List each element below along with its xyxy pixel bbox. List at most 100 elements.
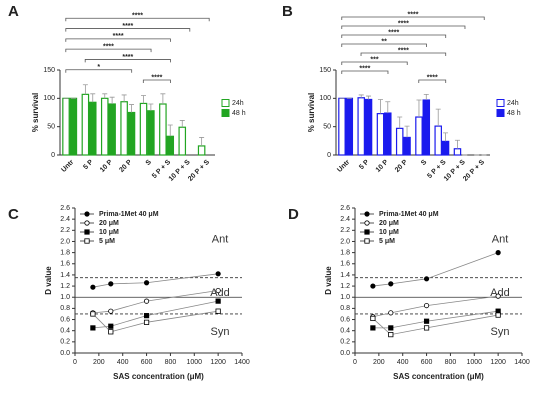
marker [423, 276, 430, 282]
legend-label: Prima-1Met 40 μM [379, 211, 439, 218]
y-tick-label: 2.2 [60, 227, 70, 234]
marker [388, 281, 394, 287]
marker [423, 325, 430, 331]
bar [415, 116, 423, 156]
y-tick-label: 2.6 [340, 205, 350, 212]
bar [197, 145, 206, 156]
bar [434, 125, 442, 156]
y-tick-label: 2.0 [340, 238, 350, 245]
bar [147, 110, 155, 156]
y-tick-label: 2.4 [340, 216, 350, 223]
legend-marker [364, 229, 370, 235]
y-tick-label: 0.8 [340, 305, 350, 312]
marker [108, 281, 114, 287]
significance-bracket [341, 25, 466, 29]
legend-label: Prima-1Met 40 μM [99, 211, 159, 218]
marker [370, 325, 376, 331]
x-tick-label: 400 [397, 359, 409, 366]
x-tick-label: 1000 [466, 359, 482, 366]
significance-label: **** [388, 29, 399, 36]
significance-bracket [65, 38, 171, 42]
y-tick-label: 50 [323, 124, 331, 131]
legend-label: 48 h [232, 110, 246, 117]
x-tick-label: 400 [117, 359, 129, 366]
bar [422, 99, 431, 156]
series-line [372, 252, 499, 287]
y-tick-label: 2.2 [340, 227, 350, 234]
significance-label: **** [103, 43, 114, 50]
region-label: Ant [212, 234, 229, 246]
y-tick-label: 0.8 [60, 305, 70, 312]
significance-label: * [97, 64, 100, 71]
x-tick-label: 0 [73, 359, 77, 366]
y-tick-label: 1.8 [340, 249, 350, 256]
significance-label: **** [151, 74, 162, 81]
bar [139, 102, 148, 156]
marker [388, 331, 394, 338]
significance-label: **** [427, 74, 438, 81]
y-tick-label: 100 [319, 95, 331, 102]
y-tick-label: 100 [43, 95, 55, 102]
error-bar [90, 93, 96, 103]
series-line [372, 310, 499, 329]
x-tick-label: 1400 [514, 359, 530, 366]
bar [338, 97, 346, 156]
x-axis-title: SAS concentration (μM) [113, 372, 204, 381]
x-tick-label: 20 P + S [187, 159, 211, 183]
series-line [372, 314, 499, 336]
marker [90, 284, 96, 290]
significance-bracket [65, 28, 191, 32]
x-tick-label: 1200 [490, 359, 506, 366]
y-axis-title: % survival [307, 93, 316, 133]
y-tick-label: 0.6 [60, 316, 70, 323]
panel-label: A [8, 3, 19, 20]
marker [388, 310, 394, 316]
significance-label: **** [122, 54, 133, 61]
y-tick-label: 50 [47, 124, 55, 131]
marker [143, 298, 150, 304]
y-tick-label: 1.4 [340, 272, 350, 279]
significance-bracket [65, 69, 133, 73]
y-tick-label: 1.4 [60, 272, 70, 279]
x-tick-label: 20 P [394, 159, 409, 174]
legend-label: 10 μM [379, 229, 399, 236]
y-tick-label: 0.2 [60, 339, 70, 346]
error-bar [102, 93, 108, 99]
error-bar [366, 95, 372, 100]
x-tick-label: 800 [165, 359, 177, 366]
x-tick-label: S [145, 159, 153, 167]
region-label: Ant [492, 234, 509, 246]
y-tick-label: 150 [43, 67, 55, 74]
marker [143, 313, 150, 319]
marker [108, 323, 114, 329]
error-bar [82, 84, 88, 95]
bar [69, 97, 78, 156]
legend-marker [364, 211, 370, 217]
legend-swatch [496, 109, 505, 117]
y-tick-label: 2.0 [60, 238, 70, 245]
bar [453, 148, 462, 156]
marker [423, 302, 430, 309]
region-label: Syn [211, 326, 230, 338]
y-tick-label: 1.0 [340, 294, 350, 301]
marker [215, 308, 221, 314]
legend-marker [84, 238, 90, 244]
bar [81, 93, 90, 156]
legend-marker [364, 238, 370, 244]
legend-marker [84, 220, 90, 226]
error-bar [109, 96, 115, 104]
legend-marker [84, 211, 90, 217]
bar [364, 98, 373, 156]
marker [495, 250, 501, 256]
marker [495, 312, 501, 318]
bar [345, 97, 354, 156]
y-tick-label: 0.2 [340, 339, 350, 346]
marker [370, 315, 376, 322]
significance-label: **** [408, 11, 419, 18]
bar [357, 97, 365, 156]
significance-bracket [142, 79, 171, 83]
marker [90, 325, 96, 331]
y-tick-label: 0 [51, 152, 55, 159]
error-bar [397, 116, 403, 129]
x-tick-label: 200 [93, 359, 105, 366]
